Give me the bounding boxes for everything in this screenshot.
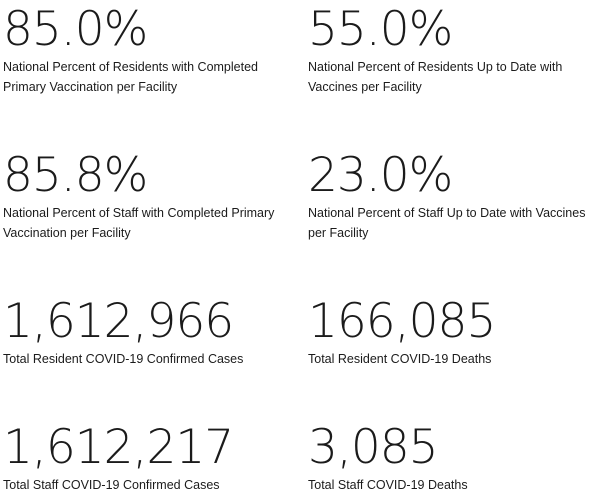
stat-value: 85.0%	[3, 2, 148, 57]
stat-label: Total Resident COVID-19 Deaths	[308, 352, 492, 366]
stat-label: National Percent of Residents Up to Date…	[308, 60, 563, 94]
stat-value: 1,612,966	[3, 294, 234, 349]
stat-residents-completed-primary-vaccination: 85.0% National Percent of Residents with…	[3, 6, 303, 97]
stat-resident-deaths: 166,085 Total Resident COVID-19 Deaths	[308, 298, 602, 369]
stat-value: 55.0%	[308, 2, 453, 57]
stat-label: Total Staff COVID-19 Confirmed Cases	[3, 478, 220, 492]
stat-label: National Percent of Staff Up to Date wit…	[308, 206, 586, 240]
stat-label: Total Staff COVID-19 Deaths	[308, 478, 468, 492]
stat-value: 1,612,217	[3, 420, 234, 475]
stat-value: 23.0%	[308, 148, 453, 203]
stat-value: 85.8%	[3, 148, 148, 203]
stat-staff-confirmed-cases: 1,612,217 Total Staff COVID-19 Confirmed…	[3, 424, 303, 495]
stat-staff-deaths: 3,085 Total Staff COVID-19 Deaths	[308, 424, 602, 495]
stat-resident-confirmed-cases: 1,612,966 Total Resident COVID-19 Confir…	[3, 298, 303, 369]
stat-label: National Percent of Staff with Completed…	[3, 206, 275, 240]
stat-label: National Percent of Residents with Compl…	[3, 60, 258, 94]
stat-value: 3,085	[308, 420, 439, 475]
stat-label: Total Resident COVID-19 Confirmed Cases	[3, 352, 244, 366]
stat-value: 166,085	[308, 294, 496, 349]
stat-staff-up-to-date-vaccines: 23.0% National Percent of Staff Up to Da…	[308, 152, 602, 243]
stat-staff-completed-primary-vaccination: 85.8% National Percent of Staff with Com…	[3, 152, 303, 243]
stat-residents-up-to-date-vaccines: 55.0% National Percent of Residents Up t…	[308, 6, 602, 97]
